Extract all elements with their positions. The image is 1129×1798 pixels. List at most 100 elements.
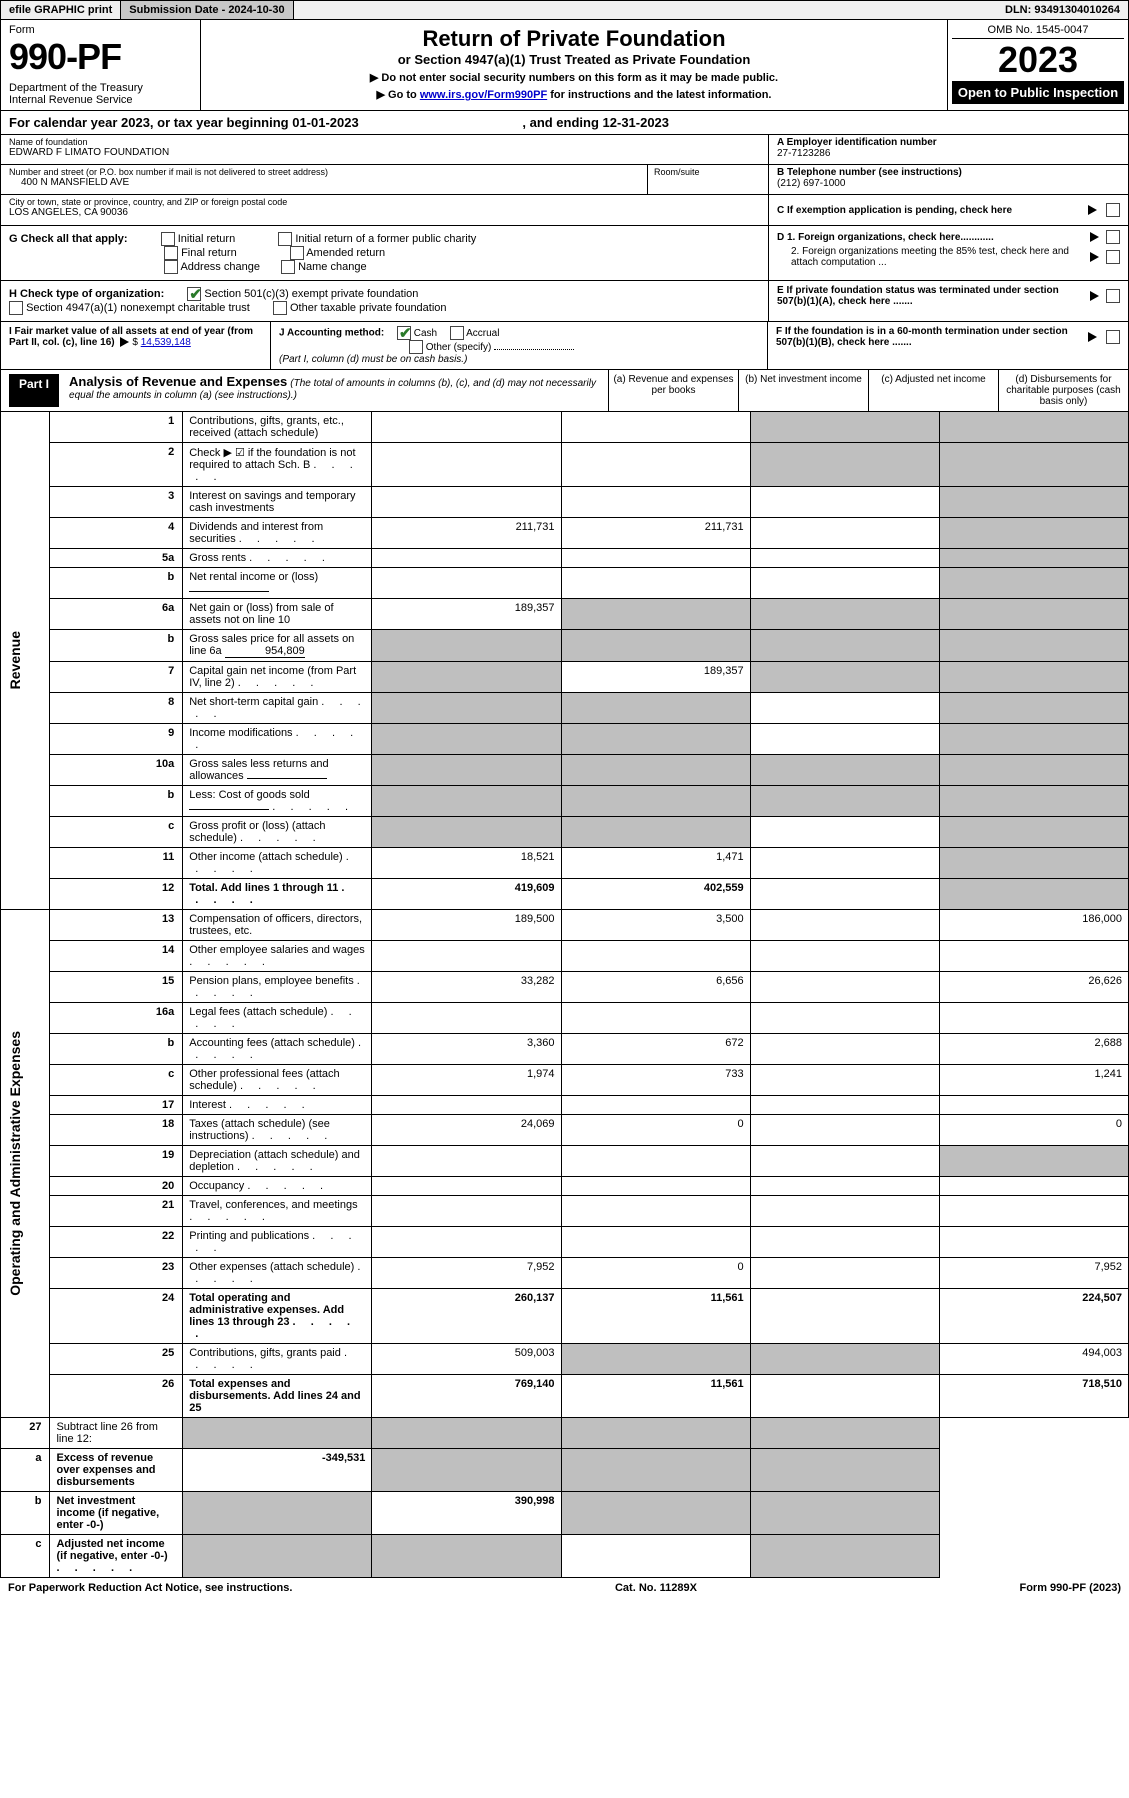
g-initial-checkbox[interactable] [161,232,175,246]
g-name-checkbox[interactable] [281,260,295,274]
room-label: Room/suite [654,167,762,177]
g-initial-former-checkbox[interactable] [278,232,292,246]
table-row: bAccounting fees (attach schedule) . . .… [1,1034,1129,1065]
line-desc: Income modifications . . . . . [183,724,372,755]
line-desc: Subtract line 26 from line 12: [50,1418,183,1449]
line-num: 13 [50,910,183,941]
part1-title-cell: Part I Analysis of Revenue and Expenses … [1,370,608,411]
foundation-name-cell: Name of foundation EDWARD F LIMATO FOUND… [1,135,768,165]
header-center: Return of Private Foundation or Section … [201,20,948,110]
g-opt-3: Initial return of a former public charit… [295,233,476,245]
ein-value: 27-7123286 [777,148,1120,159]
line-num: 4 [50,518,183,549]
fmv-link[interactable]: 14,539,148 [141,337,191,348]
table-row: 2Check ▶ ☑ if the foundation is not requ… [1,443,1129,487]
line-num: 5a [50,549,183,568]
d1-label: D 1. Foreign organizations, check here..… [777,232,1083,243]
side-label: Revenue [1,412,50,910]
cal-begin: For calendar year 2023, or tax year begi… [9,115,359,130]
line-desc: Gross profit or (loss) (attach schedule)… [183,817,372,848]
header-left: Form 990-PF Department of the Treasury I… [1,20,201,110]
line-num: b [50,786,183,817]
line-desc: Contributions, gifts, grants paid . . . … [183,1344,372,1375]
table-row: cGross profit or (loss) (attach schedule… [1,817,1129,848]
table-row: 6aNet gain or (loss) from sale of assets… [1,599,1129,630]
revenue-expense-table: Revenue1Contributions, gifts, grants, et… [0,412,1129,1578]
line-desc: Occupancy . . . . . [183,1177,372,1196]
arrow-icon [120,337,129,347]
table-row: 12Total. Add lines 1 through 11 . . . . … [1,879,1129,910]
table-row: 26Total expenses and disbursements. Add … [1,1375,1129,1418]
open-inspection: Open to Public Inspection [952,81,1124,104]
dln-label: DLN: 93491304010264 [997,1,1128,19]
submission-date: Submission Date - 2024-10-30 [121,1,293,19]
table-row: 23Other expenses (attach schedule) . . .… [1,1258,1129,1289]
line-desc: Capital gain net income (from Part IV, l… [183,662,372,693]
line-desc: Net rental income or (loss) [183,568,372,599]
table-row: 8Net short-term capital gain . . . . . [1,693,1129,724]
h-other-checkbox[interactable] [273,301,287,315]
col-a-hdr: (a) Revenue and expenses per books [608,370,738,411]
header-right: OMB No. 1545-0047 2023 Open to Public In… [948,20,1128,110]
address: 400 N MANSFIELD AVE [9,177,639,188]
f-checkbox[interactable] [1106,330,1120,344]
line-num: b [50,568,183,599]
line-desc: Check ▶ ☑ if the foundation is not requi… [183,443,372,487]
h-501c3-checkbox[interactable] [187,287,201,301]
e-checkbox[interactable] [1106,289,1120,303]
d1-checkbox[interactable] [1106,230,1120,244]
c-checkbox[interactable] [1106,203,1120,217]
form-title: Return of Private Foundation [211,26,937,52]
j-cash-checkbox[interactable] [397,326,411,340]
table-row: 15Pension plans, employee benefits . . .… [1,972,1129,1003]
top-bar: efile GRAPHIC print Submission Date - 20… [0,0,1129,20]
table-row: 21Travel, conferences, and meetings . . … [1,1196,1129,1227]
form-header: Form 990-PF Department of the Treasury I… [0,20,1129,111]
line-desc: Interest on savings and temporary cash i… [183,487,372,518]
line-desc: Printing and publications . . . . . [183,1227,372,1258]
line-desc: Other professional fees (attach schedule… [183,1065,372,1096]
c-label: C If exemption application is pending, c… [777,205,1079,216]
line-num: c [50,1065,183,1096]
arrow-icon [1090,252,1099,262]
table-row: 7Capital gain net income (from Part IV, … [1,662,1129,693]
table-row: bLess: Cost of goods sold . . . . . [1,786,1129,817]
h-4947-checkbox[interactable] [9,301,23,315]
g-opt-4: Amended return [306,247,385,259]
table-row: 10aGross sales less returns and allowanc… [1,755,1129,786]
line-desc: Excess of revenue over expenses and disb… [50,1449,183,1492]
line-desc: Gross sales price for all assets on line… [183,630,372,662]
i-section: I Fair market value of all assets at end… [1,322,271,369]
table-row: bNet rental income or (loss) [1,568,1129,599]
line-desc: Net short-term capital gain . . . . . [183,693,372,724]
arrow-icon [1090,291,1099,301]
line-desc: Interest . . . . . [183,1096,372,1115]
j-other-checkbox[interactable] [409,340,423,354]
table-row: 17Interest . . . . . [1,1096,1129,1115]
i-label: I Fair market value of all assets at end… [9,326,253,348]
j-accrual-checkbox[interactable] [450,326,464,340]
line-desc: Contributions, gifts, grants, etc., rece… [183,412,372,443]
g-final-checkbox[interactable] [164,246,178,260]
g-address-checkbox[interactable] [164,260,178,274]
line-num: c [1,1535,50,1578]
table-row: bNet investment income (if negative, ent… [1,1492,1129,1535]
line-desc: Net gain or (loss) from sale of assets n… [183,599,372,630]
efile-print-label[interactable]: efile GRAPHIC print [1,1,121,19]
form-subtitle: or Section 4947(a)(1) Trust Treated as P… [211,52,937,67]
instr-goto: ▶ Go to www.irs.gov/Form990PF for instru… [211,88,937,101]
g-amended-checkbox[interactable] [290,246,304,260]
d2-checkbox[interactable] [1106,250,1120,264]
form990pf-link[interactable]: www.irs.gov/Form990PF [420,89,547,101]
table-row: Operating and Administrative Expenses13C… [1,910,1129,941]
tel-cell: B Telephone number (see instructions) (2… [769,165,1128,195]
cat-no: Cat. No. 11289X [615,1582,697,1594]
city-state-zip: LOS ANGELES, CA 90036 [9,207,760,218]
f-section: F If the foundation is in a 60-month ter… [768,322,1128,369]
line-desc: Total expenses and disbursements. Add li… [183,1375,372,1418]
g-opt-2: Address change [180,261,260,273]
line-num: b [1,1492,50,1535]
instr-no-ssn: ▶ Do not enter social security numbers o… [211,71,937,84]
table-row: 5aGross rents . . . . . [1,549,1129,568]
d-section: D 1. Foreign organizations, check here..… [768,226,1128,280]
